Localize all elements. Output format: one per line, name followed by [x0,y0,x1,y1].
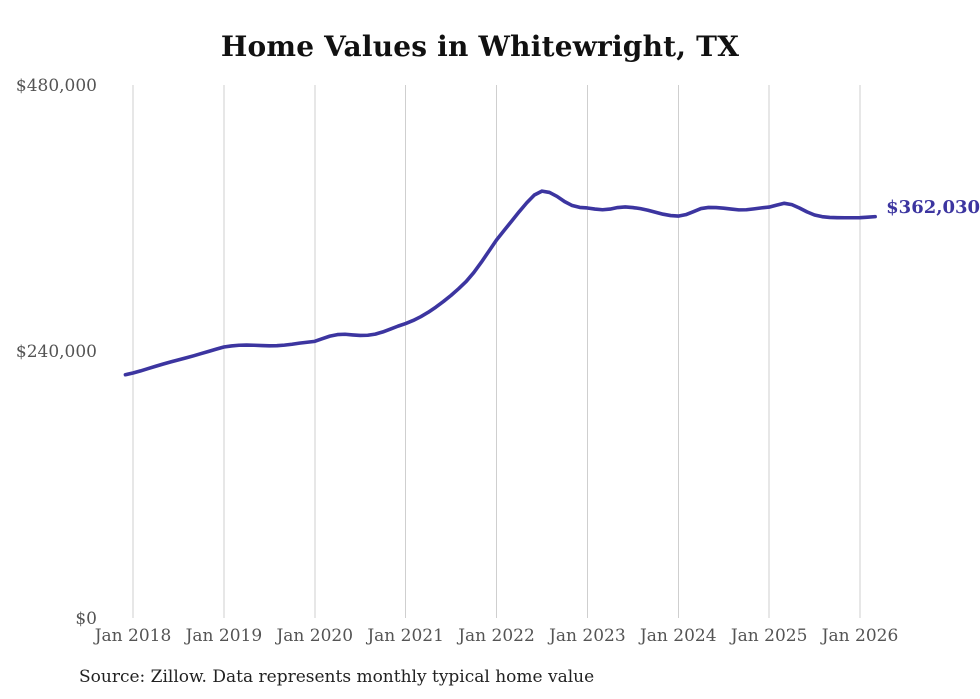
x-tick-label: Jan 2025 [730,626,808,646]
y-tick-label: $240,000 [15,342,97,363]
source-note: Source: Zillow. Data represents monthly … [79,667,595,687]
y-tick-label: $480,000 [15,75,97,96]
x-tick-label: Jan 2020 [276,626,354,646]
value-line [123,189,877,377]
y-tick-label: $0 [75,609,97,629]
chart-title: Home Values in Whitewright, TX [220,30,740,63]
x-tick-label: Jan 2023 [549,626,626,646]
x-tick-label: Jan 2019 [185,626,263,646]
x-tick-label: Jan 2021 [367,626,444,646]
x-tick-label: Jan 2026 [821,626,899,646]
current-value-label: $362,030 [886,197,980,219]
x-tick-label: Jan 2022 [458,626,535,646]
x-tick-label: Jan 2018 [94,626,172,646]
x-tick-label: Jan 2024 [639,626,717,646]
